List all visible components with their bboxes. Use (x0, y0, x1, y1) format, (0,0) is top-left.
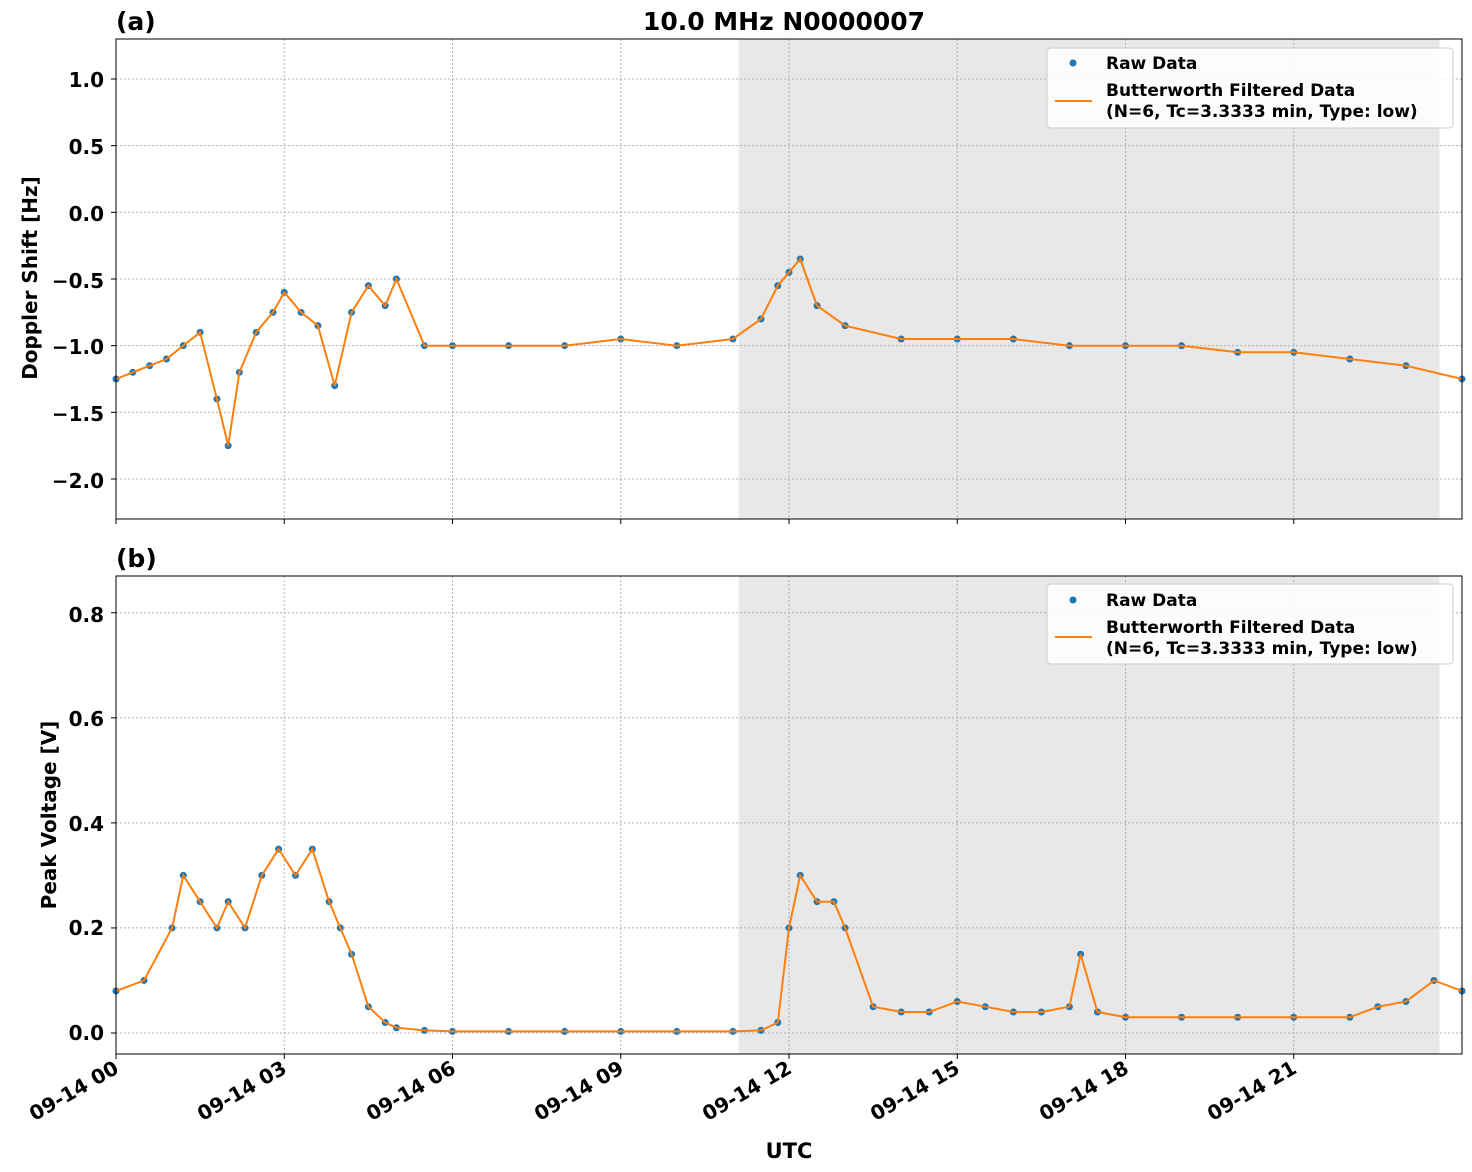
panel-a-ytick-6: −1.5 (52, 402, 104, 426)
panel-a-axes-frame (115, 38, 1463, 520)
xtick-0: 09-14 00 (25, 1056, 123, 1126)
x-axis-label: UTC (766, 1139, 813, 1163)
panel-b-legend-filtered-label-2: (N=6, Tc=3.3333 min, Type: low) (1106, 639, 1418, 659)
panel-a-ytick-7: −2.0 (52, 469, 104, 493)
xtick-3: 09-14 09 (530, 1056, 628, 1126)
panel-b-legend-raw-marker (1069, 596, 1077, 604)
xtick-5: 09-14 15 (866, 1056, 964, 1126)
panel-a-ytick-5: −1.0 (52, 335, 104, 359)
panel-b-axes-frame (115, 575, 1463, 1055)
panel-a: (a) 1.0 0.5 0.0 −0.5 −1.0 −1.5 −2.0 Dopp… (18, 7, 1466, 524)
panel-b-ytick-3: 0.4 (69, 812, 104, 836)
xtick-4: 09-14 12 (698, 1056, 796, 1126)
panel-a-y-axis-label: Doppler Shift [Hz] (18, 176, 42, 380)
panel-b-legend-box (1046, 583, 1454, 665)
x-axis-ticks: 09-14 00 09-14 03 09-14 06 09-14 09 09-1… (25, 1056, 1301, 1126)
panel-b-label: (b) (116, 544, 157, 573)
panel-a-filtered-line (115, 257, 1463, 446)
panel-a-legend-raw-marker (1069, 59, 1077, 67)
panel-b-legend-filtered-label-1: Butterworth Filtered Data (1106, 618, 1355, 638)
panel-a-ytick-1: 1.0 (69, 68, 104, 92)
panel-b-y-axis-label: Peak Voltage [V] (37, 721, 61, 910)
xtick-1: 09-14 03 (193, 1056, 291, 1126)
panel-a-legend: Raw Data Butterworth Filtered Data (N=6,… (1046, 47, 1454, 129)
panel-a-ytick-3: 0.0 (69, 202, 104, 226)
panel-a-legend-filtered-label-1: Butterworth Filtered Data (1106, 81, 1355, 101)
panel-a-label: (a) (116, 7, 156, 36)
panel-b-y-ticks: 0.8 0.6 0.4 0.2 0.0 (69, 603, 104, 1045)
xtick-6: 09-14 18 (1035, 1056, 1133, 1126)
xtick-2: 09-14 06 (362, 1056, 460, 1126)
panel-a-legend-box (1046, 47, 1454, 129)
panel-b: (b) 0.8 0.6 0.4 0.2 0.0 Peak Voltage [V]… (37, 544, 1466, 1059)
panel-a-ytick-2: 0.5 (69, 135, 104, 159)
panel-a-grid (111, 39, 1462, 524)
figure-title: 10.0 MHz N0000007 (643, 7, 925, 36)
panel-b-ytick-2: 0.6 (69, 707, 104, 731)
panel-a-legend-filtered-label-2: (N=6, Tc=3.3333 min, Type: low) (1106, 102, 1418, 122)
panel-b-legend-raw-label: Raw Data (1106, 591, 1197, 611)
panel-a-y-ticks: 1.0 0.5 0.0 −0.5 −1.0 −1.5 −2.0 (52, 68, 104, 493)
panel-b-legend: Raw Data Butterworth Filtered Data (N=6,… (1046, 583, 1454, 665)
panel-b-ytick-1: 0.8 (69, 603, 104, 627)
panel-a-legend-raw-label: Raw Data (1106, 54, 1197, 74)
panel-b-ytick-4: 0.2 (69, 916, 104, 940)
panel-b-filtered-line (115, 846, 1463, 1033)
panel-a-ytick-4: −0.5 (52, 269, 104, 293)
xtick-7: 09-14 21 (1203, 1056, 1301, 1126)
panel-b-ytick-5: 0.0 (69, 1021, 104, 1045)
